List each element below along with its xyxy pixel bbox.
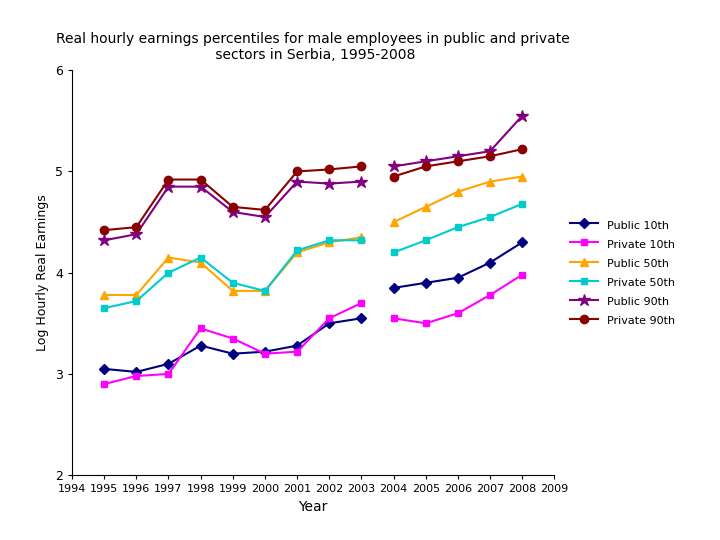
Private 10th xyxy=(132,373,140,379)
Public 90th xyxy=(357,178,366,185)
Public 90th xyxy=(164,184,173,190)
Private 50th xyxy=(357,237,366,244)
Private 50th xyxy=(261,288,269,294)
Private 50th xyxy=(197,254,205,261)
Private 10th xyxy=(357,300,366,306)
Y-axis label: Log Hourly Real Earnings: Log Hourly Real Earnings xyxy=(37,194,50,351)
Public 10th xyxy=(164,361,173,367)
Title: Real hourly earnings percentiles for male employees in public and private
 secto: Real hourly earnings percentiles for mal… xyxy=(56,32,570,62)
Public 90th xyxy=(228,209,237,215)
Public 10th xyxy=(357,315,366,321)
Private 50th xyxy=(164,269,173,276)
Private 50th xyxy=(100,305,109,312)
Private 90th xyxy=(197,176,205,183)
Line: Private 90th: Private 90th xyxy=(100,162,366,234)
Private 50th xyxy=(228,280,237,286)
Public 50th xyxy=(197,259,205,266)
Public 50th xyxy=(325,239,333,246)
Line: Private 50th: Private 50th xyxy=(101,237,365,312)
Private 90th xyxy=(325,166,333,173)
Private 50th xyxy=(293,247,302,254)
Private 10th xyxy=(228,335,237,342)
Private 90th xyxy=(164,176,173,183)
Public 50th xyxy=(357,234,366,240)
Line: Public 90th: Public 90th xyxy=(98,176,368,247)
Line: Public 10th: Public 10th xyxy=(101,315,365,375)
Public 90th xyxy=(261,214,269,220)
Public 10th xyxy=(325,320,333,327)
Public 10th xyxy=(132,369,140,375)
Line: Private 10th: Private 10th xyxy=(101,300,365,388)
Private 50th xyxy=(132,298,140,304)
Private 10th xyxy=(325,315,333,321)
Public 50th xyxy=(132,292,140,298)
Private 10th xyxy=(100,381,109,387)
Line: Public 50th: Public 50th xyxy=(100,233,366,299)
Public 50th xyxy=(164,254,173,261)
X-axis label: Year: Year xyxy=(299,500,328,514)
Private 10th xyxy=(261,350,269,357)
Private 90th xyxy=(357,163,366,170)
Public 50th xyxy=(100,292,109,298)
Public 10th xyxy=(197,342,205,349)
Legend: Public 10th, Private 10th, Public 50th, Private 50th, Public 90th, Private 90th: Public 10th, Private 10th, Public 50th, … xyxy=(564,213,680,333)
Public 50th xyxy=(293,249,302,255)
Public 90th xyxy=(100,237,109,244)
Public 50th xyxy=(261,288,269,294)
Private 90th xyxy=(132,224,140,231)
Public 10th xyxy=(293,342,302,349)
Private 90th xyxy=(261,207,269,213)
Public 90th xyxy=(325,180,333,187)
Private 10th xyxy=(197,325,205,332)
Public 10th xyxy=(228,350,237,357)
Public 90th xyxy=(293,178,302,185)
Public 10th xyxy=(261,348,269,355)
Private 10th xyxy=(293,348,302,355)
Private 90th xyxy=(100,227,109,233)
Public 90th xyxy=(132,231,140,238)
Private 10th xyxy=(164,370,173,377)
Private 50th xyxy=(325,237,333,244)
Public 90th xyxy=(197,184,205,190)
Public 50th xyxy=(228,288,237,294)
Private 90th xyxy=(293,168,302,175)
Public 10th xyxy=(100,366,109,372)
Private 90th xyxy=(228,204,237,210)
